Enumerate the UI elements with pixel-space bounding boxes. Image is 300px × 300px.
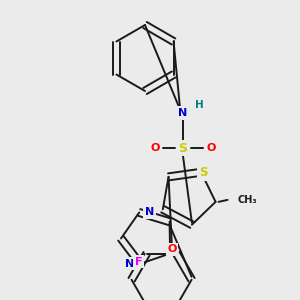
Text: O: O — [150, 143, 160, 153]
Text: N: N — [145, 208, 154, 218]
Text: H: H — [195, 100, 203, 110]
Text: N: N — [178, 108, 188, 118]
Text: F: F — [135, 257, 142, 267]
Text: S: S — [178, 142, 188, 154]
Text: O: O — [206, 143, 216, 153]
Text: S: S — [199, 166, 207, 179]
Text: CH₃: CH₃ — [238, 195, 257, 205]
Text: O: O — [167, 244, 177, 254]
Text: N: N — [125, 259, 135, 269]
